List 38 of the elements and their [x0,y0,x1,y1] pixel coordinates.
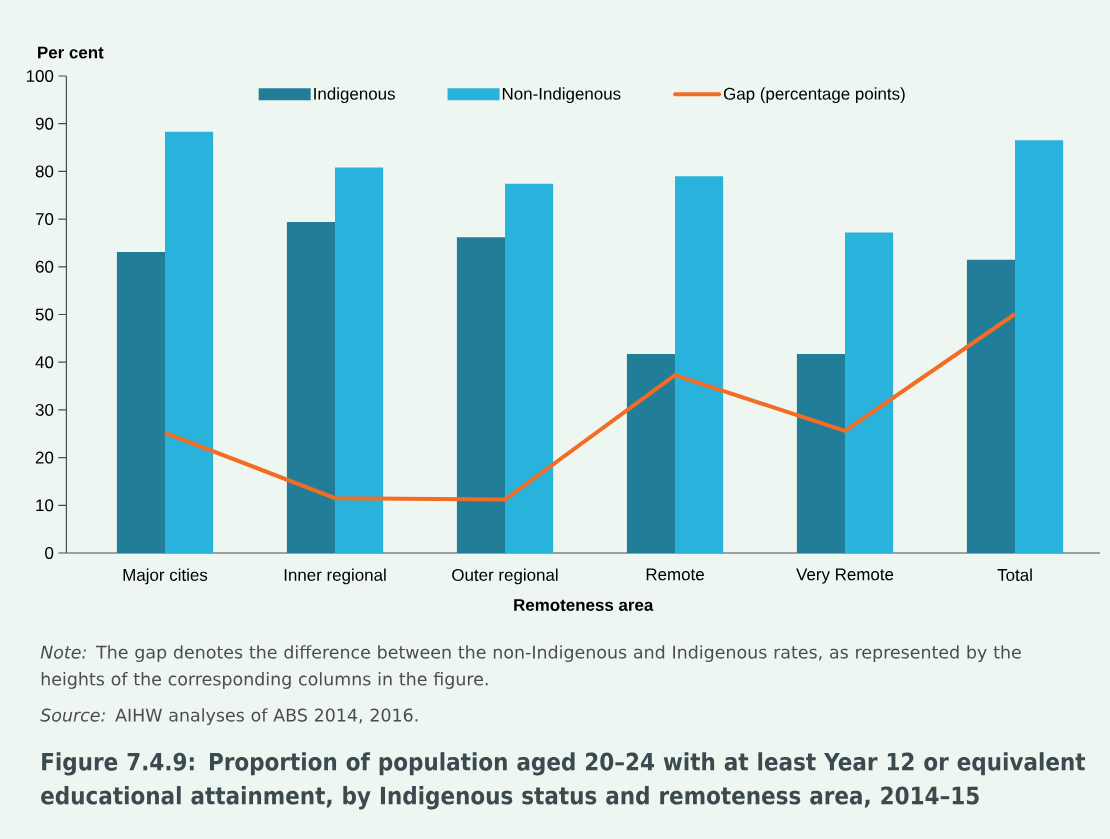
y-tick-label: 30 [35,403,54,416]
y-tick-label: 50 [35,308,54,321]
y-tick-label: 0 [45,546,54,559]
y-axis-title: Per cent [38,46,104,59]
bar [675,176,724,553]
bar [966,259,1016,553]
x-tick-label: Inner regional [284,568,386,585]
bar [796,354,846,553]
bar [116,251,166,553]
x-tick-label: Outer regional [452,568,558,585]
y-tick-label: 60 [35,260,54,273]
x-tick-label: Total [997,568,1032,581]
text: Source: AIHW analyses of ABS 2014, 2016. [40,708,418,726]
x-axis-title: Remoteness area [514,599,654,611]
legend-label: Gap (percentage points) [723,87,905,104]
x-tick-label: Very Remote [796,568,894,584]
y-tick-label: 70 [35,213,54,226]
bar [845,232,894,553]
legend-label: Indigenous [314,87,395,104]
y-tick-label: 20 [35,451,54,464]
y-tick-label: 40 [35,356,54,369]
x-tick-label: Remote [646,568,704,581]
bar [456,237,506,553]
bar [505,183,554,553]
x-tick-label: Major cities [123,568,208,585]
y-tick-label: 100 [26,69,54,82]
bar [286,221,336,553]
line-series [163,312,1018,502]
bar [1015,140,1064,553]
bar [626,354,676,553]
y-tick-label: 10 [36,499,54,512]
text: Figure 7.4.9: Proportion of population aged 20–24 with at least Year 12 or equivalent educational attainment, by Indigenous status and remoteness area, 2014–15 [41,752,1086,810]
bar [165,131,214,553]
y-tick-label: 80 [35,165,54,178]
y-tick-label: 90 [35,117,54,130]
legend-label: Non-Indigenous [502,87,621,104]
text: Note: The gap denotes the difference between the non-Indigenous and Indigenous rates, as represented by the heights of the corresponding columns in the figure. [40,645,1021,689]
bar [335,167,384,553]
